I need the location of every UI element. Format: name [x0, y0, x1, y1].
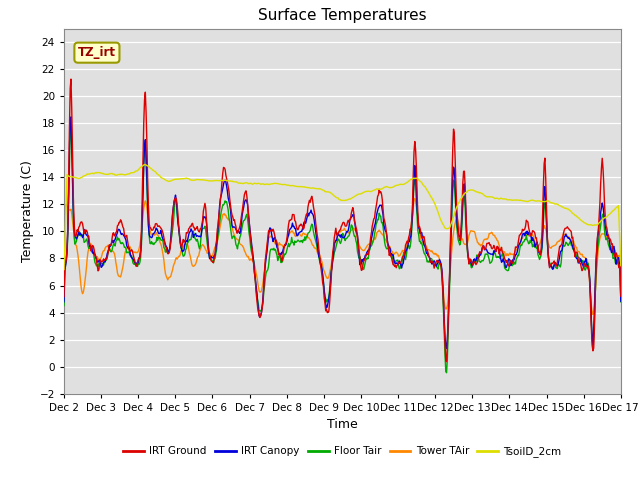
Legend: IRT Ground, IRT Canopy, Floor Tair, Tower TAir, TsoilD_2cm: IRT Ground, IRT Canopy, Floor Tair, Towe…: [119, 442, 566, 461]
Y-axis label: Temperature (C): Temperature (C): [21, 160, 34, 262]
Title: Surface Temperatures: Surface Temperatures: [258, 9, 427, 24]
Text: TZ_irt: TZ_irt: [78, 46, 116, 59]
X-axis label: Time: Time: [327, 418, 358, 431]
